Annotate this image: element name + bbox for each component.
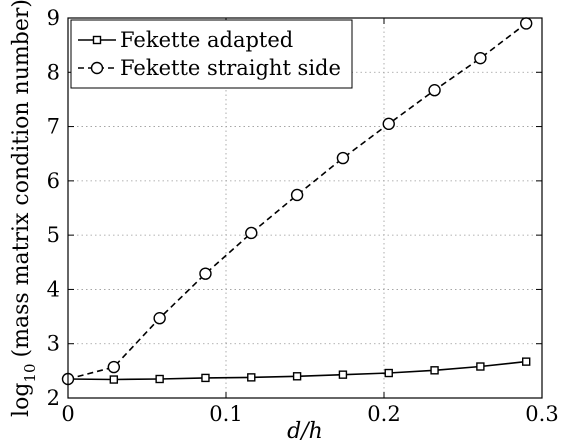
square-marker (522, 357, 531, 366)
square-marker (155, 374, 164, 384)
y-axis-label-subscript: 10 (21, 363, 39, 382)
y-tick-label: 8 (47, 60, 60, 84)
circle-marker (382, 117, 395, 131)
y-axis-label: log10 (mass matrix condition number) (9, 0, 39, 417)
x-tick-label: 0.1 (209, 402, 242, 426)
series-line (67, 22, 527, 380)
y-tick-label: 3 (47, 332, 60, 356)
square-marker (430, 366, 439, 375)
y-axis-label-rest: (mass matrix condition number) (9, 0, 34, 357)
x-axis-label: d/h (287, 419, 323, 444)
legend-box (70, 19, 353, 89)
square-marker (201, 373, 210, 383)
square-marker (109, 375, 119, 384)
square-marker (384, 368, 393, 378)
square-marker (476, 362, 485, 371)
y-tick-label: 5 (47, 223, 60, 247)
x-tick-label: 0 (61, 402, 74, 426)
series-1 (63, 357, 531, 384)
square-marker (92, 35, 102, 45)
circle-marker (520, 17, 533, 30)
square-marker (247, 373, 256, 382)
y-axis-label-log: log (9, 383, 34, 417)
circle-marker (336, 151, 350, 165)
circle-marker (245, 226, 258, 240)
circle-marker (199, 267, 212, 280)
legend-label: Fekette straight side (120, 56, 341, 80)
x-tick-label: 0.2 (367, 402, 400, 426)
y-tick-label: 2 (47, 386, 60, 410)
legend-item-2: Fekette straight side (78, 56, 341, 80)
y-tick-label: 9 (47, 6, 60, 30)
y-tick-labels: 2 3 4 5 6 7 8 9 (47, 6, 60, 410)
circle-marker (153, 312, 166, 325)
y-tick-label: 7 (47, 115, 60, 139)
circle-marker (290, 188, 304, 202)
legend: Fekette adapted Fekette straight side (70, 19, 353, 89)
x-tick-labels: 0 0.1 0.2 0.3 (61, 402, 558, 426)
circle-marker (474, 51, 487, 65)
series-2 (61, 17, 533, 386)
legend-item-1: Fekette adapted (78, 28, 293, 52)
y-tick-label: 4 (47, 277, 60, 301)
x-tick-label: 0.3 (525, 402, 558, 426)
legend-label: Fekette adapted (120, 28, 293, 52)
square-marker (338, 370, 348, 379)
plot-frame (67, 17, 543, 399)
data-series (61, 17, 533, 386)
square-marker (292, 372, 302, 381)
circle-marker (107, 360, 121, 374)
circle-marker (90, 61, 104, 75)
y-tick-label: 6 (47, 169, 60, 193)
circle-marker (428, 83, 441, 97)
